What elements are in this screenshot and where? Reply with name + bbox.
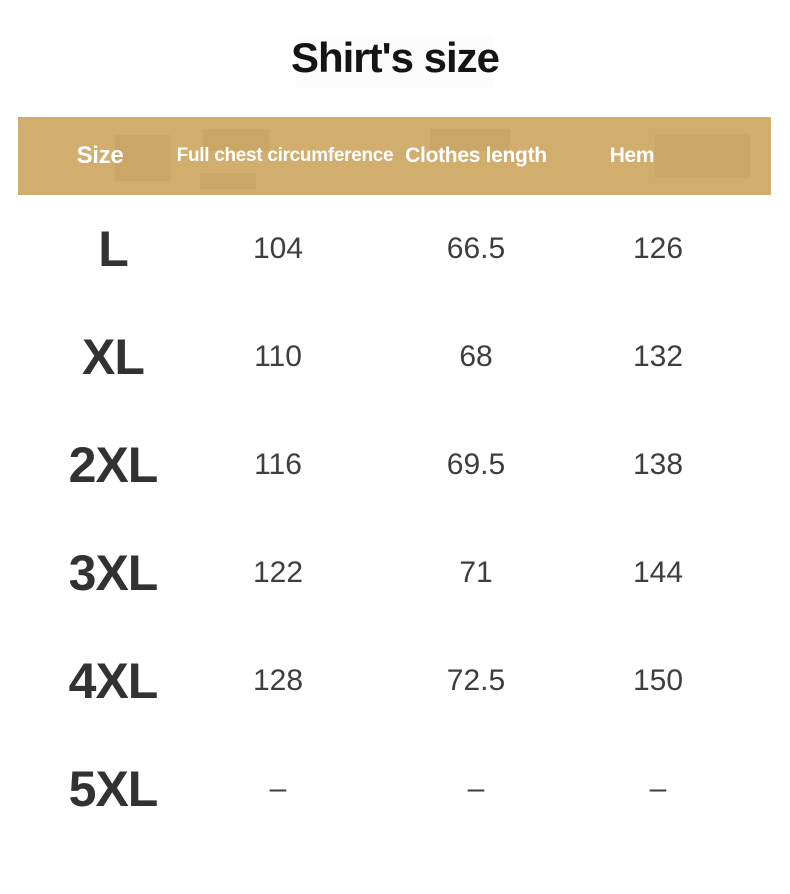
- chest-value: 122: [252, 556, 304, 589]
- hem-value: 144: [632, 556, 684, 589]
- size-chart-body: L 104 66.5 126 XL 110 68 132 2XL 116 69.…: [0, 195, 790, 843]
- size-cell: 2XL: [68, 437, 159, 493]
- title-background-patch: [296, 36, 494, 88]
- table-row: 4XL 128 72.5 150: [0, 627, 790, 735]
- table-row: L 104 66.5 126: [0, 195, 790, 303]
- hem-value: 138: [632, 448, 684, 481]
- size-cell: 3XL: [68, 545, 159, 601]
- column-header-chest: Full chest circumference: [176, 145, 394, 166]
- length-value: 68: [459, 340, 493, 373]
- length-value: 71: [459, 556, 493, 589]
- size-cell: L: [98, 221, 129, 277]
- chest-value: 104: [252, 232, 304, 265]
- hem-value: 150: [632, 664, 684, 697]
- table-row: 3XL 122 71 144: [0, 519, 790, 627]
- size-cell: 5XL: [68, 761, 159, 817]
- size-cell: 4XL: [68, 653, 159, 709]
- chest-value: 116: [254, 448, 302, 481]
- column-header-hem: Hem: [609, 144, 655, 167]
- table-row: 5XL – – –: [0, 735, 790, 843]
- table-row: XL 110 68 132: [0, 303, 790, 411]
- length-value: 66.5: [446, 232, 506, 265]
- size-cell: XL: [82, 329, 145, 385]
- translation-artifact: [200, 173, 256, 189]
- length-value: 69.5: [446, 448, 506, 481]
- length-value: –: [467, 772, 485, 805]
- chest-value: –: [269, 772, 287, 805]
- translation-artifact: [430, 129, 510, 151]
- hem-value: –: [649, 772, 667, 805]
- translation-artifact: [655, 134, 750, 178]
- hem-value: 126: [632, 232, 684, 265]
- column-header-length: Clothes length: [405, 144, 547, 167]
- chest-value: 128: [252, 664, 304, 697]
- chest-value: 110: [254, 340, 302, 373]
- size-chart-header-row: Size Full chest circumference Clothes le…: [18, 117, 771, 195]
- translation-artifact: [115, 135, 171, 181]
- table-row: 2XL 116 69.5 138: [0, 411, 790, 519]
- hem-value: 132: [632, 340, 684, 373]
- translation-artifact: [203, 129, 269, 151]
- length-value: 72.5: [446, 664, 506, 697]
- column-header-size: Size: [76, 142, 124, 169]
- page-title: Shirt's size: [290, 34, 500, 81]
